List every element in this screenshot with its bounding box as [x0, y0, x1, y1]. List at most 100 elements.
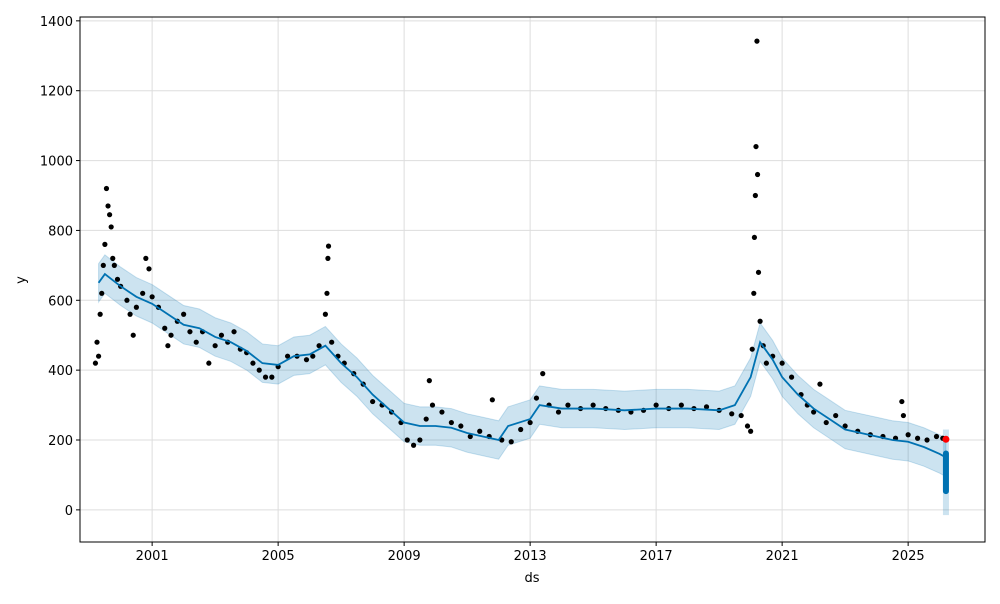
actual-point	[284, 353, 291, 359]
actual-point	[92, 360, 99, 366]
actual-point	[133, 304, 139, 310]
actual-point	[100, 262, 106, 268]
actual-point	[149, 294, 155, 300]
actual-point	[168, 332, 174, 338]
actual-point	[325, 255, 331, 261]
x-tick-label: 2009	[388, 549, 421, 564]
actual-point	[114, 276, 121, 282]
actual-point	[833, 412, 839, 419]
forecast-yhat-line	[97, 272, 947, 459]
actual-point	[751, 234, 758, 241]
actual-point	[108, 224, 114, 230]
last-point	[942, 435, 950, 443]
actual-point	[933, 433, 940, 440]
actual-point	[130, 332, 136, 338]
actual-point	[212, 343, 218, 349]
actual-point	[779, 360, 785, 366]
actual-point	[256, 367, 262, 373]
actual-point	[555, 409, 562, 415]
actual-point	[370, 398, 376, 405]
actual-points	[92, 38, 946, 448]
actual-point	[754, 171, 761, 178]
x-axis: 2001 2005 2009 2013 2017 2021 2025	[136, 542, 925, 564]
actual-point	[140, 290, 146, 296]
actual-point	[748, 428, 754, 434]
actual-point	[410, 442, 417, 448]
actual-point	[105, 203, 111, 209]
actual-point	[329, 339, 335, 345]
actual-point	[533, 395, 540, 401]
x-tick-label: 2021	[766, 549, 799, 564]
actual-point	[811, 409, 817, 415]
actual-point	[231, 329, 237, 335]
actual-point	[508, 439, 514, 445]
y-tick-label: 1000	[40, 155, 73, 170]
y-axis-label: y	[14, 276, 29, 284]
actual-point	[914, 435, 921, 441]
actual-point	[95, 353, 102, 359]
actual-point	[429, 402, 436, 408]
actual-point	[103, 185, 110, 192]
actual-point	[754, 38, 760, 44]
actual-point	[788, 374, 795, 380]
actual-point	[423, 416, 429, 422]
y-tick-label: 1400	[40, 15, 73, 30]
actual-point	[477, 428, 483, 434]
actual-point	[899, 398, 905, 405]
actual-point	[489, 397, 495, 403]
actual-point	[653, 402, 659, 408]
actual-point	[187, 329, 193, 335]
actual-point	[97, 311, 103, 317]
x-tick-label: 2017	[640, 549, 673, 564]
plot-frame	[79, 16, 986, 543]
actual-point	[316, 343, 322, 349]
y-tick-label: 800	[48, 224, 73, 239]
actual-point	[99, 290, 105, 296]
y-tick-label: 600	[48, 294, 73, 309]
actual-point	[162, 325, 168, 331]
actual-point	[817, 381, 823, 387]
actual-point	[729, 411, 735, 417]
last-actual-point	[942, 435, 950, 443]
actual-point	[324, 290, 330, 296]
actual-point	[193, 339, 199, 345]
actual-point	[262, 374, 269, 380]
actual-point	[404, 437, 410, 443]
y-tick-label: 200	[48, 434, 73, 449]
actual-point	[110, 255, 116, 261]
actual-point	[467, 433, 473, 440]
actual-point	[124, 297, 130, 303]
actual-point	[143, 255, 149, 261]
actual-point	[107, 212, 113, 218]
actual-point	[94, 339, 100, 345]
actual-point	[310, 353, 316, 359]
y-tick-label: 1200	[40, 85, 73, 100]
actual-point	[303, 357, 310, 363]
actual-point	[458, 423, 464, 429]
forecast-line	[97, 272, 949, 495]
x-tick-label: 2025	[892, 549, 925, 564]
uncertainty-band-area	[98, 254, 947, 478]
actual-point	[924, 437, 930, 443]
actual-point	[749, 346, 755, 352]
actual-point	[703, 404, 710, 410]
actual-point	[269, 374, 275, 380]
grid	[80, 17, 985, 542]
actual-point	[757, 318, 763, 324]
actual-point	[763, 360, 769, 366]
actual-point	[250, 360, 256, 366]
y-axis: 0 200 400 600 800 1000 1200 1400	[40, 15, 80, 519]
actual-point	[518, 426, 524, 433]
actual-point	[426, 378, 432, 384]
actual-point	[325, 243, 332, 249]
x-tick-label: 2005	[262, 549, 295, 564]
actual-point	[678, 402, 684, 408]
actual-point	[102, 241, 108, 247]
x-tick-label: 2001	[136, 549, 169, 564]
actual-point	[590, 402, 596, 408]
actual-point	[165, 343, 171, 349]
x-tick-label: 2013	[514, 549, 547, 564]
actual-point	[823, 419, 829, 426]
actual-point	[744, 423, 751, 429]
